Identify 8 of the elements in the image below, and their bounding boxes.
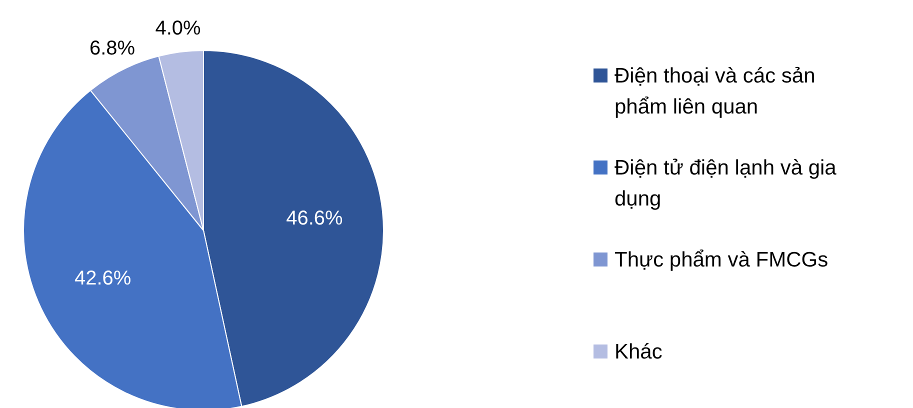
data-label: 4.0% bbox=[155, 18, 202, 40]
data-label: 42.6% bbox=[74, 268, 132, 290]
legend-label: Khác bbox=[614, 340, 662, 364]
data-label: 6.8% bbox=[90, 38, 136, 60]
data-label: 46.6% bbox=[286, 208, 344, 230]
legend-label: Thực phẩm và FMCGs bbox=[614, 248, 828, 272]
legend-label: Điện tử điện lạnh và gia dụng bbox=[614, 156, 837, 211]
legend-label: Điện thoại và các sản phẩm liên quan bbox=[614, 64, 816, 119]
